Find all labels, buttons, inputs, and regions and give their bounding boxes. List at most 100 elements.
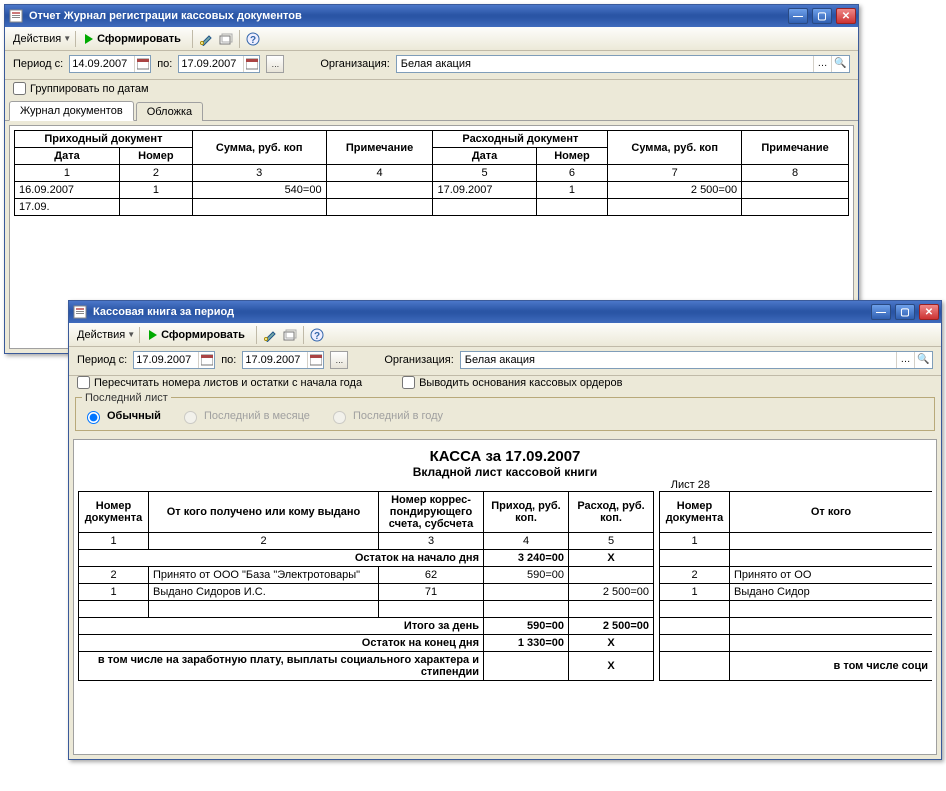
th-date2: Дата [433, 148, 536, 165]
cell [660, 635, 730, 652]
app-icon [73, 305, 87, 319]
date-from-input[interactable] [70, 58, 134, 70]
radio-month[interactable]: Последний в месяце [179, 408, 310, 424]
cell: Принято от ОО [730, 567, 933, 584]
svg-text:?: ? [250, 35, 256, 46]
radio-year-input[interactable] [333, 411, 346, 424]
cell: 540=00 [192, 182, 326, 199]
date-to-input[interactable] [243, 354, 307, 366]
org-input[interactable] [397, 58, 813, 70]
radio-normal-input[interactable] [87, 411, 100, 424]
calendar-icon[interactable] [243, 56, 259, 72]
help-icon[interactable]: ? [244, 30, 262, 48]
table-row: 16.09.2007 1 540=00 17.09.2007 1 2 500=0… [15, 182, 849, 199]
tab-cover[interactable]: Обложка [136, 102, 203, 121]
org-search-button[interactable]: 🔍 [914, 352, 932, 368]
actions-label: Действия [13, 33, 61, 45]
cell [742, 199, 849, 216]
date-from-field[interactable] [69, 55, 151, 73]
close-button[interactable]: ✕ [836, 8, 856, 24]
org-more-button[interactable]: … [813, 56, 831, 72]
cell: 1 [536, 182, 608, 199]
date-from-field[interactable] [133, 351, 215, 369]
actions-menu[interactable]: Действия▼ [73, 327, 140, 343]
cell [484, 584, 569, 601]
th-note2: Примечание [742, 131, 849, 165]
settings-icon[interactable] [197, 30, 215, 48]
calendar-icon[interactable] [134, 56, 150, 72]
cell: 1 [119, 182, 192, 199]
date-to-input[interactable] [179, 58, 243, 70]
calendar-icon[interactable] [198, 352, 214, 368]
colnum: 3 [379, 533, 484, 550]
close-button[interactable]: ✕ [919, 304, 939, 320]
radio-normal[interactable]: Обычный [82, 408, 161, 424]
th-corr: Номер коррес-пондирующего счета, субсчет… [379, 492, 484, 533]
th-note: Примечание [326, 131, 433, 165]
form-label: Сформировать [97, 33, 181, 45]
settings-icon[interactable] [261, 326, 279, 344]
group-by-dates-checkbox[interactable] [13, 82, 26, 95]
cell [608, 199, 742, 216]
output-bases-row[interactable]: Выводить основания кассовых ордеров [402, 376, 622, 389]
radio-label: Последний в году [353, 410, 443, 422]
cell: 2 [79, 567, 149, 584]
minimize-button[interactable]: — [871, 304, 891, 320]
date-to-field[interactable] [178, 55, 260, 73]
output-bases-label: Выводить основания кассовых ордеров [419, 377, 622, 389]
cell: 17.09.2007 [433, 182, 536, 199]
form-button[interactable]: Сформировать [142, 326, 252, 344]
org-field[interactable]: … 🔍 [396, 55, 850, 73]
output-bases-checkbox[interactable] [402, 376, 415, 389]
colnum [730, 533, 933, 550]
salary-out: X [569, 652, 654, 681]
cell [660, 652, 730, 681]
cell [119, 199, 192, 216]
separator [303, 326, 304, 344]
cell: 71 [379, 584, 484, 601]
toolbar: Действия▼ Сформировать ? [5, 27, 858, 51]
maximize-button[interactable]: ▢ [895, 304, 915, 320]
empty-row [79, 601, 933, 618]
titlebar[interactable]: Отчет Журнал регистрации кассовых докуме… [5, 5, 858, 27]
date-from-input[interactable] [134, 354, 198, 366]
org-field[interactable]: … 🔍 [460, 351, 933, 369]
form-button[interactable]: Сформировать [78, 30, 188, 48]
colnum: 5 [433, 165, 536, 182]
org-more-button[interactable]: … [896, 352, 914, 368]
cell: Выдано Сидоров И.С. [149, 584, 379, 601]
radio-year[interactable]: Последний в году [328, 408, 443, 424]
colnum: 4 [326, 165, 433, 182]
colnum: 3 [192, 165, 326, 182]
restore-icon[interactable] [281, 326, 299, 344]
cell [433, 199, 536, 216]
date-to-field[interactable] [242, 351, 324, 369]
radio-month-input[interactable] [184, 411, 197, 424]
period-picker-button[interactable]: … [266, 55, 284, 73]
maximize-button[interactable]: ▢ [812, 8, 832, 24]
titlebar[interactable]: Кассовая книга за период — ▢ ✕ [69, 301, 941, 323]
last-sheet-fieldset: Последний лист Обычный Последний в месяц… [75, 397, 935, 431]
colnum: 6 [536, 165, 608, 182]
restore-icon[interactable] [217, 30, 235, 48]
tab-journal[interactable]: Журнал документов [9, 101, 134, 121]
org-search-button[interactable]: 🔍 [831, 56, 849, 72]
window-cash-book: Кассовая книга за период — ▢ ✕ Действия▼… [68, 300, 942, 760]
recalc-row[interactable]: Пересчитать номера листов и остатки с на… [77, 376, 362, 389]
recalc-checkbox[interactable] [77, 376, 90, 389]
colnum: 1 [79, 533, 149, 550]
total-label: Итого за день [79, 618, 484, 635]
th-date: Дата [15, 148, 120, 165]
minimize-button[interactable]: — [788, 8, 808, 24]
help-icon[interactable]: ? [308, 326, 326, 344]
th-fromto2: От кого [730, 492, 933, 533]
svg-text:?: ? [314, 331, 320, 342]
radio-label: Последний в месяце [204, 410, 310, 422]
org-input[interactable] [461, 354, 896, 366]
period-picker-button[interactable]: … [330, 351, 348, 369]
actions-menu[interactable]: Действия▼ [9, 31, 76, 47]
th-docnum: Номер документа [79, 492, 149, 533]
tabs: Журнал документов Обложка [5, 99, 858, 121]
calendar-icon[interactable] [307, 352, 323, 368]
cell [742, 182, 849, 199]
